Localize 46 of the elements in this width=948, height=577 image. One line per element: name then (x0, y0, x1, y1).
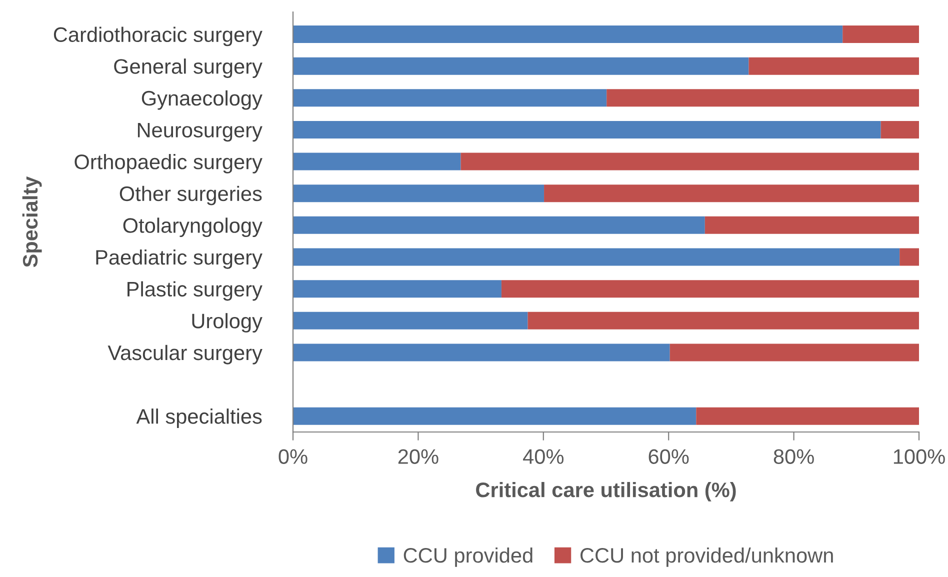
bar (293, 280, 502, 298)
legend-label: CCU provided (404, 547, 532, 567)
bar (293, 120, 881, 138)
y-tick-label: Other surgeries (120, 186, 262, 206)
bar (293, 152, 461, 170)
x-tick-label: 40% (523, 449, 564, 464)
bar (748, 57, 919, 75)
y-tick-label: General surgery (114, 58, 262, 78)
bar (880, 120, 919, 138)
y-tick-label: All specialties (136, 408, 262, 428)
x-tick-label: 60% (648, 449, 689, 464)
bar (460, 152, 919, 170)
y-tick-label: Gynaecology (142, 90, 262, 110)
bar (704, 216, 919, 234)
y-axis-title: Specialty (22, 176, 42, 268)
y-tick-label: Vascular surgery (108, 344, 262, 364)
bar (293, 216, 705, 234)
bar (900, 248, 919, 266)
bar (544, 184, 919, 202)
bar (293, 407, 696, 425)
bar (293, 26, 843, 44)
bar (293, 248, 900, 266)
legend-label: CCU not provided/unknown (580, 547, 833, 567)
bar (293, 312, 528, 330)
bar (670, 344, 919, 362)
y-tick-label: Cardiothoracic surgery (54, 26, 262, 46)
x-tick-label: 20% (398, 449, 438, 464)
bar (528, 312, 919, 330)
bar (293, 89, 607, 107)
bar (293, 57, 749, 75)
y-tick-label: Urology (192, 313, 262, 333)
x-tick-label: 80% (774, 449, 814, 464)
bar (842, 26, 919, 44)
x-tick-label: 0% (278, 449, 308, 464)
y-tick-label: Otolaryngology (123, 218, 262, 238)
x-tick-label: 100% (894, 449, 945, 464)
y-tick-label: Plastic surgery (128, 281, 262, 301)
x-axis-title: Critical care utilisation (%) (476, 482, 736, 502)
bar (606, 89, 919, 107)
y-tick-label: Orthopaedic surgery (74, 154, 262, 174)
y-tick-label: Paediatric surgery (96, 249, 262, 269)
y-tick-label: Neurosurgery (138, 122, 262, 142)
bar (293, 344, 670, 362)
bar (501, 280, 919, 298)
bar (293, 184, 544, 202)
bar (696, 407, 919, 425)
